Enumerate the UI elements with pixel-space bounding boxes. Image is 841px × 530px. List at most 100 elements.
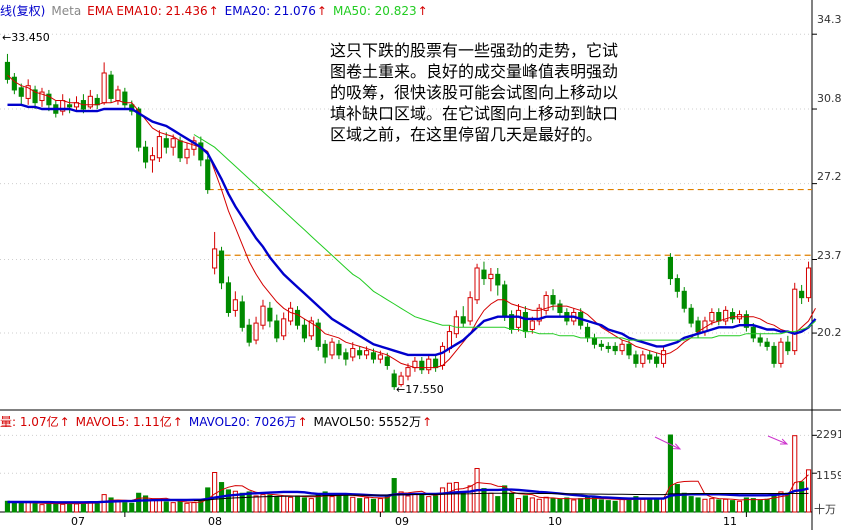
candle-up (232, 299, 238, 311)
volume-bar (550, 498, 556, 513)
volume-bar (136, 492, 142, 513)
candle-down (336, 343, 342, 356)
volume-bar (529, 497, 535, 513)
candle-down (633, 354, 639, 364)
candle-up (101, 72, 107, 104)
volume-bar (723, 498, 729, 513)
volume-bar (702, 498, 708, 513)
candle-up (115, 89, 121, 102)
volume-bar (453, 482, 459, 513)
candle-down (225, 282, 232, 313)
candle-up (253, 322, 259, 341)
volume-bar (778, 491, 784, 513)
candle-up (660, 350, 667, 364)
volume-bar (212, 472, 218, 513)
volume-bar (578, 498, 584, 513)
volume-bar (660, 497, 667, 513)
candle-down (18, 87, 24, 97)
candle-down (654, 356, 660, 364)
candle-down (674, 278, 680, 292)
candle-up (640, 354, 646, 364)
volume-bar (598, 499, 604, 513)
candle-up (350, 348, 356, 358)
candle-down (205, 159, 211, 191)
price-legend-meta: Meta (51, 4, 82, 18)
candle-up (149, 155, 156, 161)
candle-down (626, 343, 632, 356)
price-tick-label: 23.70 (817, 249, 841, 262)
volume-bar (736, 500, 743, 513)
candle-down (785, 341, 791, 352)
candle-down (357, 350, 363, 356)
candle-down (647, 354, 653, 360)
pink-arrow-icon (767, 435, 788, 445)
volume-bar (433, 495, 439, 513)
candle-up (25, 85, 31, 99)
volume-bar (488, 492, 494, 513)
volume-bar (267, 494, 273, 513)
candle-up (377, 354, 383, 360)
candle-down (584, 326, 591, 339)
volume-bar (170, 502, 176, 513)
volume-bar (39, 504, 45, 513)
volume-bar (329, 496, 335, 513)
volume-bar (805, 469, 812, 513)
volume-bar (156, 500, 162, 513)
up-arrow-icon: ↑ (172, 415, 183, 429)
volume-bar (688, 496, 694, 513)
candle-up (363, 350, 370, 356)
volume-bar (308, 498, 314, 513)
candle-up (474, 267, 480, 301)
candle-up (439, 345, 446, 366)
volume-bar (467, 485, 473, 513)
price-tick-label: 27.28 (817, 170, 841, 183)
candle-down (384, 356, 390, 366)
candle-down (667, 256, 673, 280)
volume-bar (60, 503, 66, 513)
candle-up (778, 341, 784, 364)
candle-up (515, 309, 522, 328)
volume-bar (460, 492, 466, 513)
volume-bar (246, 491, 252, 513)
volume-bar (350, 496, 356, 513)
volume-bar (357, 498, 363, 513)
volume-bar (605, 500, 611, 513)
volume-bar (67, 502, 73, 513)
volume-bar (198, 500, 204, 513)
candle-down (557, 303, 563, 313)
volume-bar (591, 497, 598, 513)
candle-up (87, 95, 93, 108)
candle-up (156, 136, 162, 159)
volume-bar (640, 498, 646, 513)
month-tick-label: 07 (71, 515, 85, 528)
low-label: 17.550 (405, 383, 444, 396)
candle-down (591, 337, 598, 345)
candle-down (163, 138, 169, 148)
volume-bar (398, 491, 404, 513)
volume-bar (80, 502, 86, 513)
volume-bar (564, 497, 570, 513)
volume-bar (730, 500, 736, 513)
candle-down (598, 343, 604, 347)
volume-bar (509, 493, 515, 513)
candle-down (419, 360, 425, 371)
pink-arrow-head-icon (779, 438, 789, 445)
volume-bar (129, 502, 135, 513)
month-tick-label: 11 (723, 515, 737, 528)
candle-down (11, 76, 17, 91)
candle-down (108, 74, 114, 99)
volume-tick-label: 1159 (816, 469, 841, 482)
volume-bar (771, 493, 777, 513)
volume-bar (709, 498, 715, 513)
volume-bar (419, 494, 425, 513)
candle-up (529, 320, 535, 330)
volume-legend-vol: 量: 1.07亿 (0, 415, 59, 429)
price-legend-ema20: EMA20: 21.076 (224, 4, 316, 18)
candle-down (198, 142, 204, 161)
candle-down (750, 326, 756, 339)
candle-down (495, 273, 501, 286)
volume-bar (515, 498, 522, 513)
candle-down (301, 324, 307, 339)
candle-down (267, 307, 273, 322)
candle-down (218, 250, 225, 284)
